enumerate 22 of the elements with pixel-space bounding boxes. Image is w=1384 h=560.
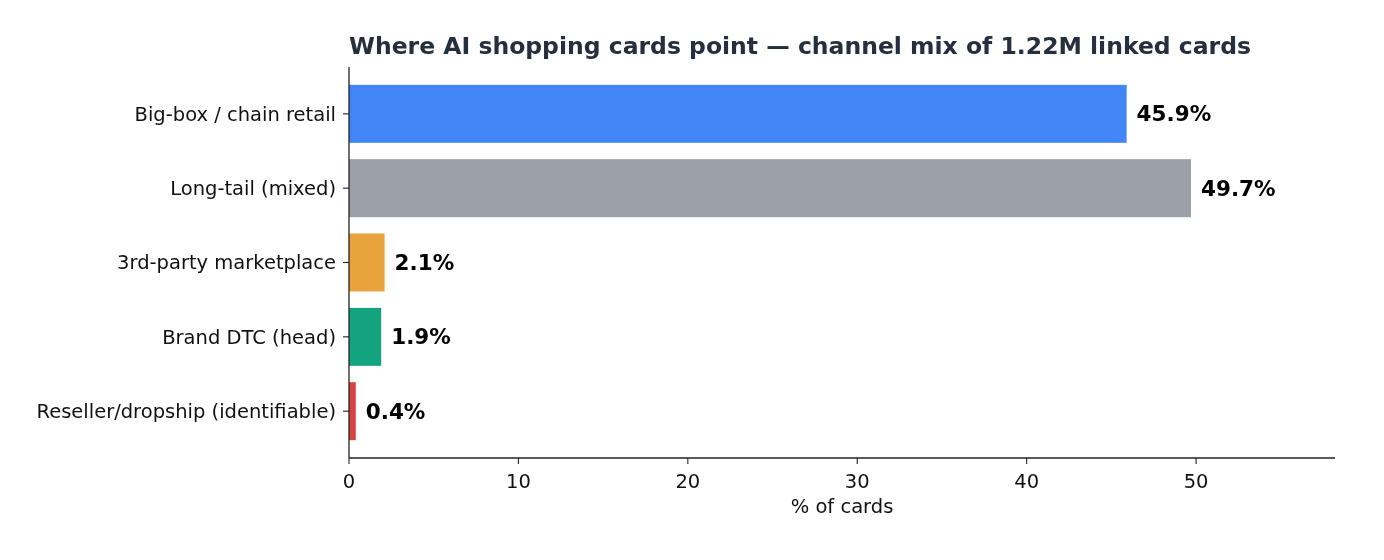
bar bbox=[349, 84, 1127, 143]
bar bbox=[349, 159, 1191, 218]
y-tick-label: 3rd-party marketplace bbox=[117, 251, 336, 275]
y-tick-label: Reseller/dropship (identifiable) bbox=[36, 399, 336, 423]
x-axis-title: % of cards bbox=[790, 494, 894, 518]
x-tick-label: 20 bbox=[675, 469, 701, 493]
data-label: 49.7% bbox=[1201, 175, 1276, 201]
y-tick-label: Brand DTC (head) bbox=[162, 325, 336, 349]
data-label: 1.9% bbox=[391, 324, 451, 350]
x-tick-label: 50 bbox=[1183, 469, 1209, 493]
data-label: 0.4% bbox=[365, 398, 426, 424]
y-tick-label: Big-box / chain retail bbox=[134, 102, 336, 126]
chart-title: Where AI shopping cards point — channel mix of 1.22M linked cards bbox=[349, 32, 1252, 61]
data-label: 45.9% bbox=[1136, 101, 1212, 127]
x-tick-label: 30 bbox=[844, 469, 870, 493]
x-tick-label: 0 bbox=[342, 469, 356, 493]
y-tick-label: Long-tail (mixed) bbox=[170, 176, 336, 200]
data-label: 2.1% bbox=[394, 250, 455, 276]
x-tick-label: 10 bbox=[506, 469, 531, 493]
bar bbox=[349, 307, 382, 366]
x-tick-label: 40 bbox=[1014, 469, 1040, 493]
bar bbox=[349, 233, 385, 292]
